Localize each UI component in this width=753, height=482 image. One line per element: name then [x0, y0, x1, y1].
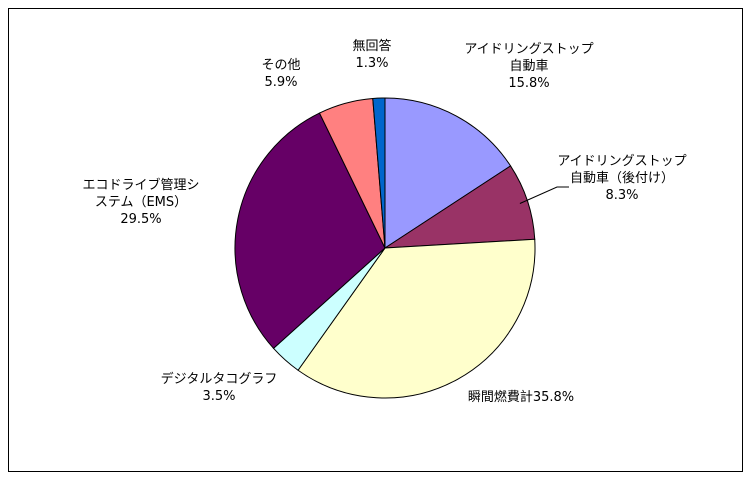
slice-label-1-line-1: 自動車（後付け） — [570, 171, 674, 186]
slice-label-0: アイドリングストップ自動車 15.8% — [464, 42, 593, 91]
slice-label-5-line-1: 5.9% — [264, 75, 297, 90]
slice-labels: アイドリングストップ自動車 15.8%アイドリングストップ自動車（後付け） 8.3%… — [82, 38, 686, 405]
slice-label-3-line-1: 3.5% — [202, 389, 235, 404]
slice-label-0-line-0: アイドリングストップ — [464, 42, 593, 57]
pie-slice-6 — [372, 97, 386, 249]
leader-line-1 — [519, 186, 569, 204]
slice-label-3: デジタルタコグラフ 3.5% — [161, 371, 278, 404]
slice-label-6-line-1: 1.3% — [355, 56, 388, 71]
slice-label-2-line-0: 瞬間燃費計35.8% — [468, 389, 574, 405]
leader-lines — [519, 186, 569, 204]
slice-label-1-line-0: アイドリングストップ — [557, 154, 686, 169]
slice-label-1: アイドリングストップ自動車（後付け） 8.3% — [557, 154, 686, 203]
slice-label-1-line-2: 8.3% — [605, 188, 638, 203]
slice-label-5-line-0: その他 — [261, 58, 300, 73]
pie-slices — [234, 97, 536, 399]
slice-label-0-line-1: 自動車 — [509, 59, 548, 74]
slice-label-0-line-2: 15.8% — [508, 76, 549, 91]
pie-slice-0 — [384, 97, 512, 249]
slice-label-2: 瞬間燃費計35.8% — [468, 389, 574, 405]
slice-label-4-line-1: ステム（EMS） — [95, 195, 187, 210]
slice-label-6: 無回答 1.3% — [352, 38, 391, 71]
slice-label-4-line-2: 29.5% — [120, 212, 161, 227]
slice-label-4: エコドライブ管理システム（EMS） 29.5% — [82, 177, 199, 227]
pie-chart: アイドリングストップ自動車 15.8%アイドリングストップ自動車（後付け） 8.3%… — [82, 38, 686, 405]
slice-label-4-line-0: エコドライブ管理シ — [82, 177, 199, 193]
chart-frame: アイドリングストップ自動車 15.8% アイドリングストップ自動車（後付け） 8.3%… — [8, 8, 743, 472]
pie-slice-2 — [297, 238, 536, 399]
slice-label-5: その他 5.9% — [261, 58, 300, 90]
slice-label-6-line-0: 無回答 — [352, 38, 391, 54]
slice-label-3-line-0: デジタルタコグラフ — [161, 371, 278, 387]
